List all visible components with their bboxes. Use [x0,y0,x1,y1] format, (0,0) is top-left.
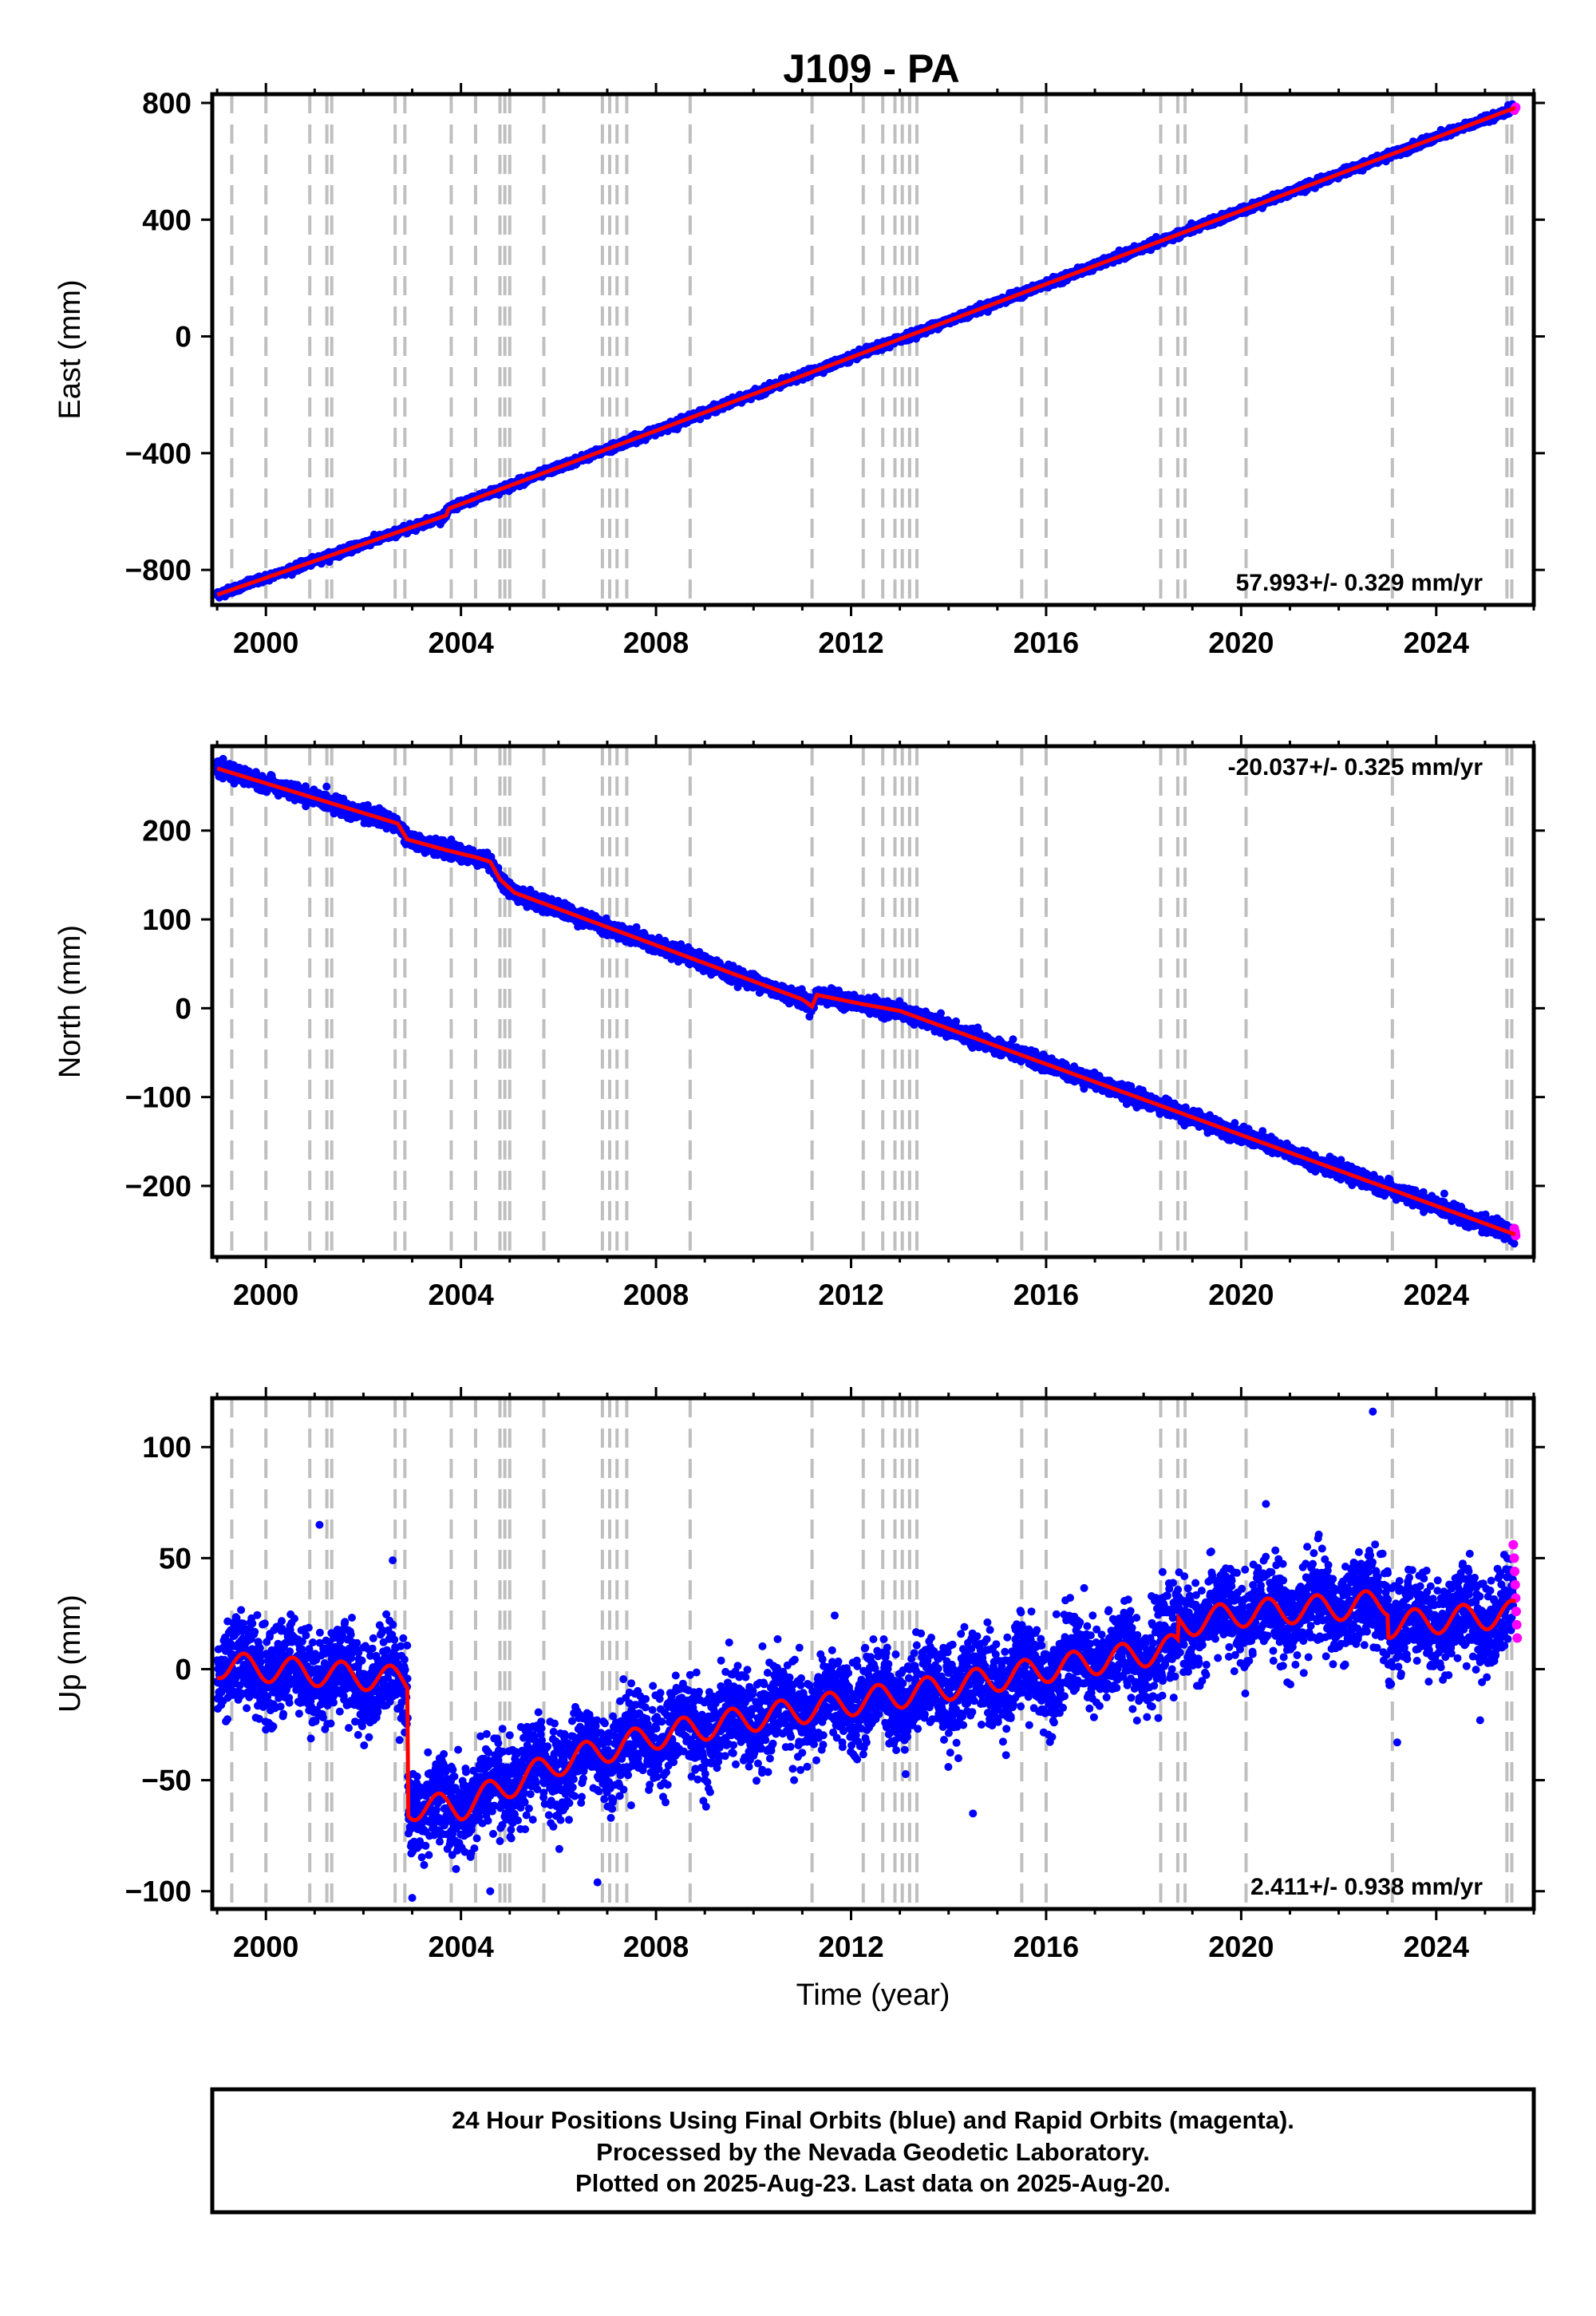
figure-title: J109 - PA [783,46,959,91]
panel-east: 2000 2004 2008 2012 2016 2020 2024−800−4000400… [53,83,1545,659]
